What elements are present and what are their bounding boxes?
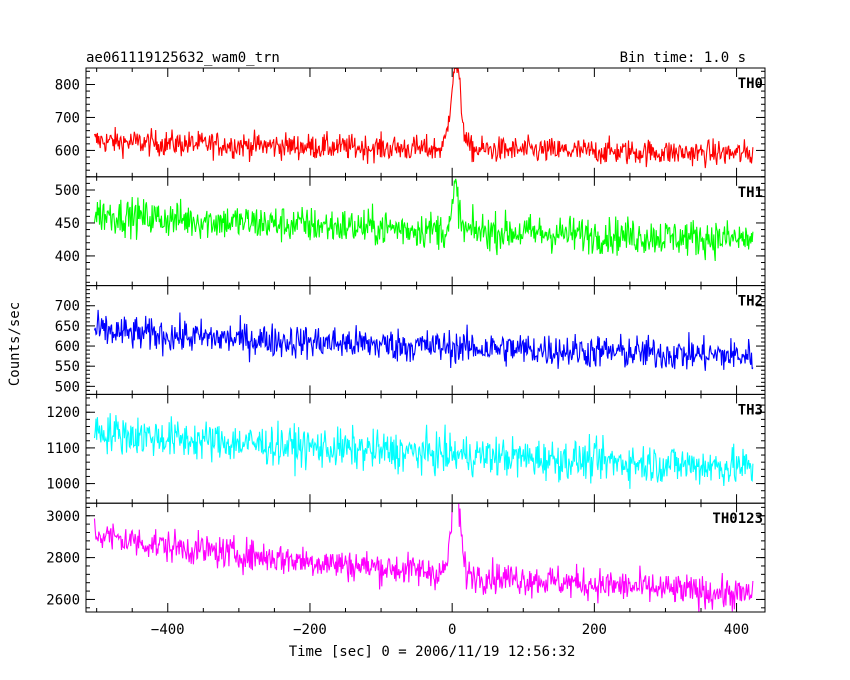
y-tick-label: 500 <box>55 183 80 199</box>
y-tick-label: 2600 <box>46 592 80 608</box>
panels: 600 700 800 TH0 400 450 500 TH1 500 550 600 650 700 T… <box>46 67 766 638</box>
panel-th0123: 2600 2800 3000 TH0123 <box>46 502 766 613</box>
chart-title: ae061119125632_wam0_trn <box>86 50 280 66</box>
series-line-th2 <box>93 309 754 371</box>
panel-th1: 400 450 500 TH1 <box>55 176 766 287</box>
panel-label: TH1 <box>738 185 763 201</box>
x-tick-label: 0 <box>448 622 456 638</box>
panel-label: TH0 <box>738 76 763 92</box>
panel-frame <box>85 67 766 178</box>
x-axis-label: Time [sec] 0 = 2006/11/19 12:56:32 <box>289 644 576 660</box>
y-axis-label: Counts/sec <box>7 302 23 386</box>
x-tick-label: −400 <box>151 622 185 638</box>
panel-th2: 500 550 600 650 700 TH2 <box>55 285 766 395</box>
series-line-th3 <box>93 413 754 489</box>
panel-label: TH3 <box>738 402 763 418</box>
series-line-th0123 <box>93 503 754 613</box>
y-tick-label: 700 <box>55 299 80 315</box>
y-tick-label: 550 <box>55 359 80 375</box>
y-tick-label: 3000 <box>46 509 80 525</box>
panel-label: TH2 <box>738 294 763 310</box>
y-tick-label: 500 <box>55 379 80 395</box>
panel-label: TH0123 <box>712 511 763 527</box>
x-tick-label: −200 <box>293 622 327 638</box>
x-tick-label: 400 <box>724 622 749 638</box>
y-tick-label: 2800 <box>46 551 80 567</box>
y-tick-label: 600 <box>55 339 80 355</box>
y-tick-label: 1200 <box>46 405 80 421</box>
bin-time-label: Bin time: 1.0 s <box>620 50 746 66</box>
y-tick-label: 400 <box>55 249 80 265</box>
y-tick-label: 1100 <box>46 441 80 457</box>
y-tick-label: 450 <box>55 216 80 232</box>
panel-th0: 600 700 800 TH0 <box>55 67 766 178</box>
y-tick-label: 650 <box>55 319 80 335</box>
y-tick-label: 700 <box>55 110 80 126</box>
y-tick-label: 600 <box>55 143 80 159</box>
series-line-th0 <box>93 68 754 169</box>
series-line-th1 <box>93 178 754 262</box>
y-tick-label: 800 <box>55 77 80 93</box>
y-tick-label: 1000 <box>46 477 80 493</box>
x-tick-label: 200 <box>582 622 607 638</box>
panel-th3: 1000 1100 1200 TH3 <box>46 393 766 504</box>
panel-frame <box>85 502 766 613</box>
